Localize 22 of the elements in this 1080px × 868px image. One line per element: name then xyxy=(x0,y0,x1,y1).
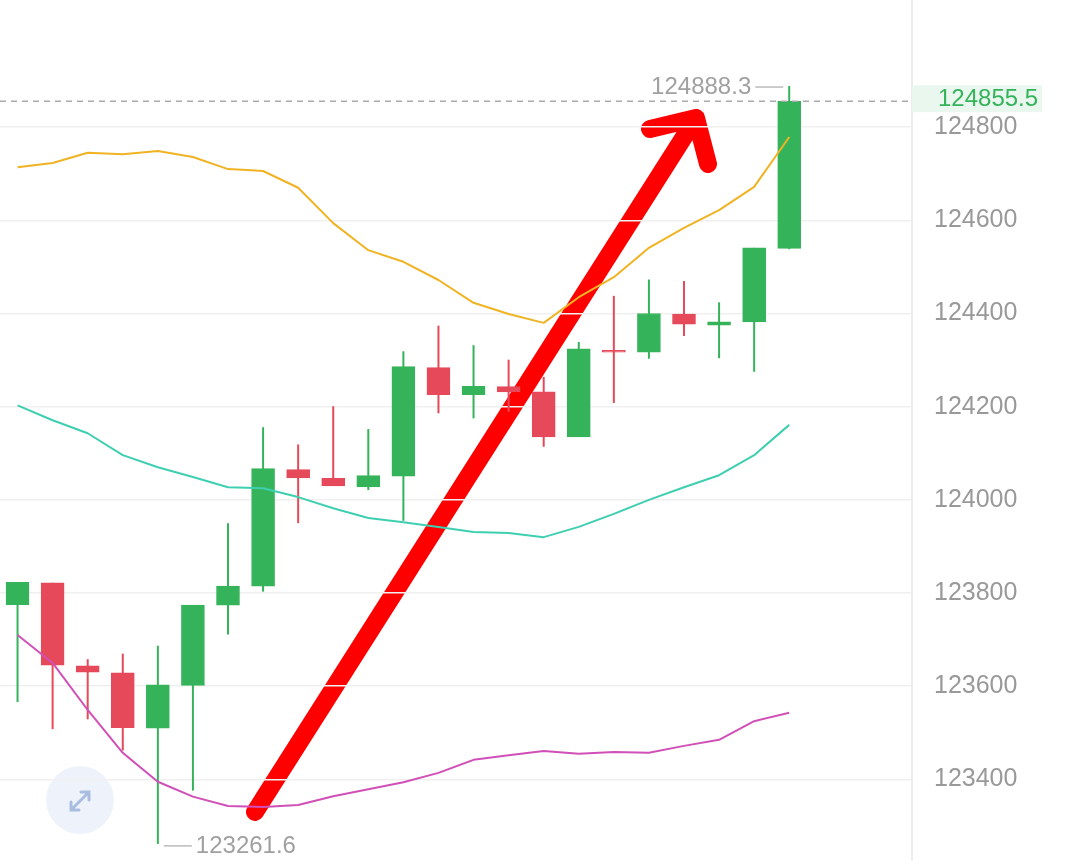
y-tick-label: 124400 xyxy=(934,297,1018,326)
y-tick-label: 123800 xyxy=(934,576,1018,605)
annotation: 123261.6 xyxy=(195,830,296,858)
ref-line-label: 124855.5 xyxy=(938,83,1039,111)
candlestick xyxy=(602,294,626,404)
candlestick xyxy=(216,522,240,636)
candlestick xyxy=(707,301,731,360)
annotation: 124888.3 xyxy=(651,71,752,99)
candlestick xyxy=(75,658,100,721)
candlestick xyxy=(321,405,346,487)
candlestick xyxy=(672,279,696,337)
candlestick xyxy=(356,428,381,492)
candlestick xyxy=(496,358,521,413)
y-tick-label: 123600 xyxy=(934,670,1018,699)
y-tick-label: 124000 xyxy=(934,483,1018,512)
y-tick-label: 123400 xyxy=(934,763,1018,792)
y-tick-label: 124200 xyxy=(934,390,1018,419)
y-tick-label: 124800 xyxy=(934,111,1018,140)
candlestick xyxy=(286,443,310,525)
candlestick xyxy=(5,581,30,704)
candlestick xyxy=(461,344,486,420)
y-tick-label: 124600 xyxy=(934,204,1018,233)
